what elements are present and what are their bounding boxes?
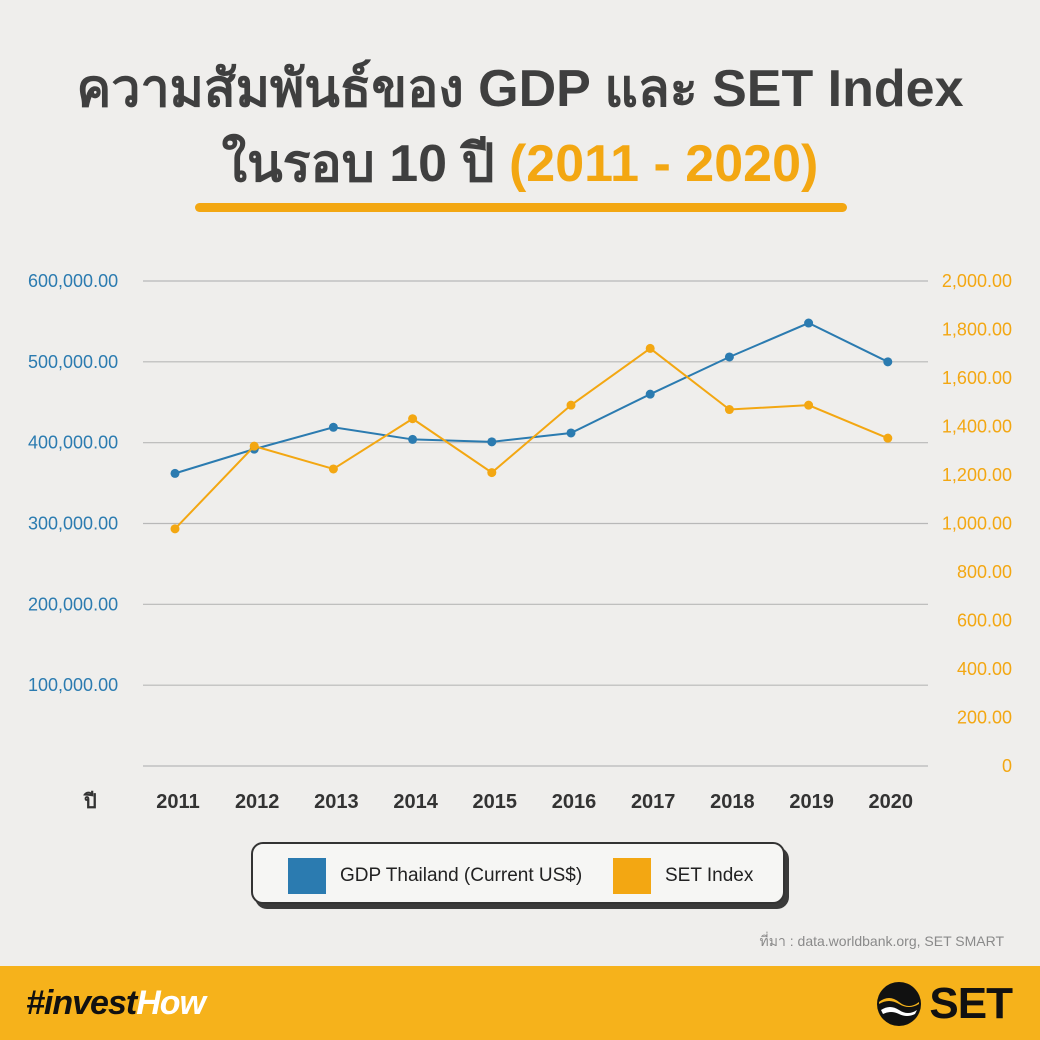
data-point-gdp (408, 434, 418, 444)
data-point-set (566, 400, 576, 410)
hashtag-accent: How (136, 984, 206, 1022)
data-point-gdp (566, 428, 576, 438)
legend-label-gdp: GDP Thailand (Current US$) (340, 865, 583, 886)
data-point-gdp (883, 357, 893, 367)
legend-label-set: SET Index (665, 865, 754, 886)
left-axis-tick-label: 600,000.00 (28, 271, 118, 291)
right-axis-tick-label: 1,400.00 (942, 417, 1012, 437)
data-point-gdp (724, 352, 734, 362)
set-logo-text: SET (929, 979, 1013, 1028)
legend-item-set: SET Index (613, 858, 753, 894)
data-point-set (408, 414, 418, 424)
x-axis-tick-label: 2019 (789, 791, 834, 813)
data-point-set (724, 405, 734, 415)
chart-legend: GDP Thailand (Current US$) SET Index (251, 842, 785, 904)
set-logo: SET (875, 979, 1013, 1029)
legend-swatch-set (613, 858, 651, 894)
right-axis-tick-label: 1,800.00 (942, 320, 1012, 340)
title-line-2: ในรอบ 10 ปี (2011 - 2020) (0, 127, 1040, 202)
left-axis-tick-label: 200,000.00 (28, 594, 118, 614)
x-axis-tick-label: 2018 (710, 791, 755, 813)
line-chart: 100,000.00 200,000.00 300,000.00 400,000.00… (28, 271, 1012, 813)
data-point-gdp (170, 468, 180, 478)
hashtag-main: #invest (26, 984, 137, 1022)
right-axis-tick-label: 400.00 (957, 659, 1012, 679)
data-point-set (328, 464, 338, 474)
left-axis-tick-label: 300,000.00 (28, 514, 118, 534)
data-point-set (487, 468, 497, 478)
left-axis-tick-label: 500,000.00 (28, 352, 118, 372)
right-axis-tick-label: 2,000.00 (942, 271, 1012, 291)
right-axis-tick-label: 0 (1002, 756, 1012, 776)
right-axis-tick-label: 800.00 (957, 562, 1012, 582)
series-line-gdp (174, 321, 889, 475)
right-axis-tick-label: 600.00 (957, 611, 1012, 631)
title-line-2-prefix: ในรอบ 10 ปี (221, 135, 509, 194)
title-year-range: (2011 - 2020) (508, 135, 819, 194)
data-point-gdp (804, 318, 814, 328)
left-axis-tick-label: 100,000.00 (28, 675, 118, 695)
x-axis-tick-label: 2011 (156, 791, 199, 813)
right-axis-tick-label: 1,000.00 (942, 514, 1012, 534)
x-axis-tick-label: 2016 (552, 791, 597, 813)
right-axis-tick-label: 200.00 (957, 708, 1012, 728)
set-logo-icon (877, 982, 922, 1026)
data-point-set (170, 524, 180, 534)
data-point-set (883, 433, 893, 443)
title-line-1: ความสัมพันธ์ของ GDP และ SET Index (76, 60, 964, 118)
x-axis-tick-label: 2012 (235, 791, 280, 813)
x-axis-tick-label: 2017 (631, 791, 676, 813)
data-point-set (804, 400, 814, 410)
right-axis-tick-label: 1,200.00 (942, 465, 1012, 485)
title-underline (195, 203, 847, 212)
data-point-gdp (645, 389, 655, 399)
x-axis-title: ปี (83, 790, 97, 813)
data-point-set (249, 441, 259, 451)
chart-title: ความสัมพันธ์ของ GDP และ SET Index ในรอบ … (0, 52, 1040, 203)
x-axis-tick-label: 2015 (473, 791, 518, 813)
footer-bar: #investHow SET (0, 966, 1040, 1040)
right-axis-tick-label: 1,600.00 (942, 368, 1012, 388)
left-axis-tick-label: 400,000.00 (28, 433, 118, 453)
series-line-set (174, 347, 889, 530)
data-point-gdp (487, 437, 497, 447)
x-axis-tick-label: 2013 (314, 791, 359, 813)
legend-swatch-gdp (288, 858, 326, 894)
data-point-set (645, 343, 655, 353)
legend-item-gdp: GDP Thailand (Current US$) (288, 858, 582, 894)
hashtag-investhow: #investHow (26, 984, 206, 1023)
data-point-gdp (328, 422, 338, 432)
source-note: ที่มา : data.worldbank.org, SET SMART (759, 933, 1004, 949)
x-axis-tick-label: 2020 (869, 791, 914, 813)
x-axis-tick-label: 2014 (393, 791, 438, 813)
